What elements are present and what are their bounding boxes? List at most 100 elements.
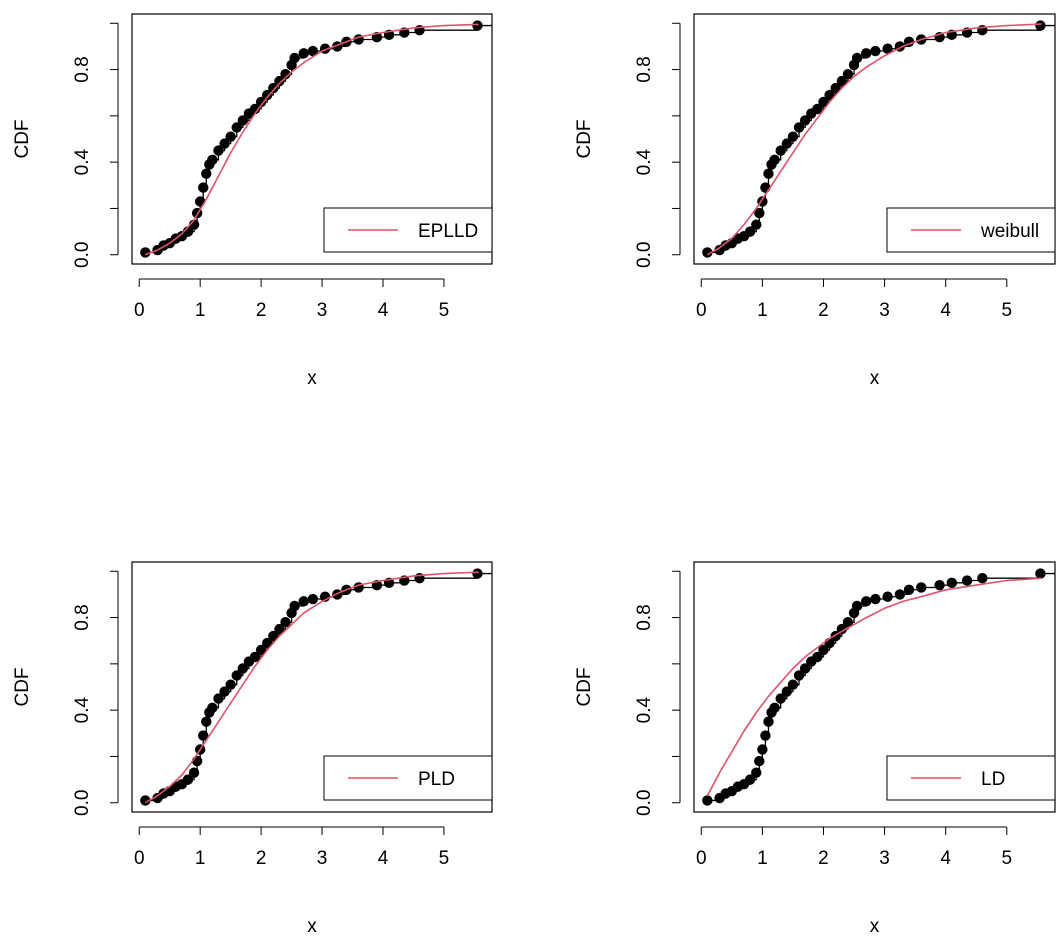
plot-frame bbox=[131, 13, 493, 265]
x-tick-label: 5 bbox=[439, 300, 450, 321]
ecdf-point bbox=[799, 115, 811, 126]
ecdf-point bbox=[140, 795, 151, 806]
legend-label: LD bbox=[981, 769, 1005, 790]
fitted-cdf-curve bbox=[706, 577, 1042, 797]
ecdf-point bbox=[751, 767, 762, 778]
ecdf-point bbox=[916, 582, 927, 593]
ecdf-point bbox=[140, 247, 151, 258]
plot-area bbox=[140, 568, 492, 806]
ecdf-point bbox=[307, 45, 319, 57]
ecdf-point bbox=[702, 795, 713, 806]
y-tick-label: 0.0 bbox=[72, 790, 93, 816]
y-axis-title: CDF bbox=[574, 667, 595, 706]
ecdf-point bbox=[194, 196, 206, 207]
x-tick-label: 0 bbox=[134, 848, 145, 869]
ecdf-point bbox=[307, 593, 319, 605]
ecdf-point bbox=[775, 145, 786, 156]
ecdf-point bbox=[191, 755, 203, 767]
y-tick-label: 0.4 bbox=[72, 149, 93, 176]
x-tick-label: 3 bbox=[879, 300, 890, 321]
ecdf-point bbox=[289, 600, 300, 612]
cdf-panel-4: 0 1 2 3 4 5 0.0 0.4 0.8 x CDF LD bbox=[574, 561, 1056, 937]
legend-label: EPLLD bbox=[418, 221, 478, 242]
ecdf-point bbox=[754, 755, 765, 767]
ecdf-point bbox=[836, 75, 848, 87]
plot-area bbox=[702, 568, 1055, 806]
plot-frame bbox=[693, 561, 1056, 813]
x-tick-label: 1 bbox=[757, 848, 768, 869]
ecdf-point bbox=[861, 596, 872, 607]
y-tick-label: 0.8 bbox=[72, 604, 93, 630]
ecdf-point bbox=[769, 154, 780, 166]
ecdf-point bbox=[207, 702, 218, 714]
ecdf-point bbox=[207, 154, 218, 166]
ecdf-point bbox=[225, 131, 236, 142]
ecdf-point bbox=[763, 716, 774, 727]
ecdf-point bbox=[274, 75, 285, 87]
plot-frame bbox=[131, 561, 493, 813]
ecdf-point bbox=[946, 577, 958, 589]
x-tick-label: 4 bbox=[940, 300, 951, 321]
x-tick-label: 1 bbox=[195, 848, 206, 869]
ecdf-point bbox=[1035, 20, 1046, 31]
x-tick-label: 5 bbox=[439, 848, 450, 869]
ecdf-point bbox=[280, 68, 291, 80]
ecdf-point bbox=[781, 686, 793, 697]
ecdf-point bbox=[824, 89, 835, 101]
x-tick-label: 5 bbox=[1002, 300, 1013, 321]
x-tick-label: 3 bbox=[879, 848, 890, 869]
x-tick-label: 4 bbox=[378, 300, 389, 321]
y-tick-label: 0.4 bbox=[634, 697, 655, 724]
ecdf-point bbox=[198, 730, 209, 741]
ecdf-point bbox=[274, 623, 285, 635]
ecdf-point bbox=[188, 767, 200, 778]
ecdf-point bbox=[812, 651, 823, 663]
ecdf-point bbox=[870, 593, 881, 605]
ecdf-point bbox=[769, 702, 780, 714]
legend-label: PLD bbox=[418, 769, 455, 790]
ecdf-point bbox=[298, 48, 309, 59]
y-tick-label: 0.0 bbox=[634, 242, 655, 268]
ecdf-point bbox=[851, 600, 863, 612]
fitted-cdf-curve bbox=[145, 23, 479, 256]
ecdf-point bbox=[268, 630, 279, 642]
y-tick-label: 0.8 bbox=[634, 604, 655, 630]
ecdf-point bbox=[977, 573, 988, 584]
ecdf-point bbox=[842, 616, 854, 628]
ecdf-point bbox=[836, 623, 848, 635]
ecdf-point bbox=[237, 663, 249, 674]
ecdf-point bbox=[830, 82, 841, 94]
ecdf-point bbox=[751, 219, 762, 230]
ecdf-point bbox=[775, 693, 786, 704]
ecdf-point bbox=[903, 584, 915, 595]
y-axis-title: CDF bbox=[574, 119, 595, 158]
x-tick-label: 0 bbox=[696, 300, 707, 321]
ecdf-point bbox=[231, 670, 242, 681]
ecdf-point bbox=[861, 48, 872, 59]
ecdf-point bbox=[818, 96, 829, 108]
x-tick-label: 1 bbox=[757, 300, 768, 321]
plot-area bbox=[702, 20, 1055, 258]
y-tick-label: 0.4 bbox=[72, 697, 93, 724]
ecdf-point bbox=[201, 716, 212, 727]
y-axis-title: CDF bbox=[12, 119, 33, 158]
x-tick-label: 2 bbox=[256, 848, 267, 869]
x-tick-label: 4 bbox=[378, 848, 389, 869]
ecdf-point bbox=[231, 122, 242, 133]
ecdf-point bbox=[280, 616, 291, 628]
ecdf-point bbox=[818, 644, 829, 656]
x-tick-label: 5 bbox=[1002, 848, 1013, 869]
legend: LD bbox=[886, 755, 1056, 801]
ecdf-point bbox=[201, 168, 212, 179]
ecdf-point bbox=[298, 596, 309, 607]
ecdf-point bbox=[225, 679, 236, 690]
x-tick-label: 3 bbox=[317, 300, 328, 321]
x-tick-label: 0 bbox=[134, 300, 145, 321]
ecdf-point bbox=[255, 644, 267, 656]
legend-label: weibull bbox=[980, 221, 1039, 242]
y-tick-label: 0.0 bbox=[634, 790, 655, 816]
ecdf-point bbox=[472, 568, 483, 579]
y-tick-label: 0.8 bbox=[634, 56, 655, 82]
x-tick-label: 2 bbox=[256, 300, 267, 321]
ecdf-point bbox=[219, 138, 230, 149]
